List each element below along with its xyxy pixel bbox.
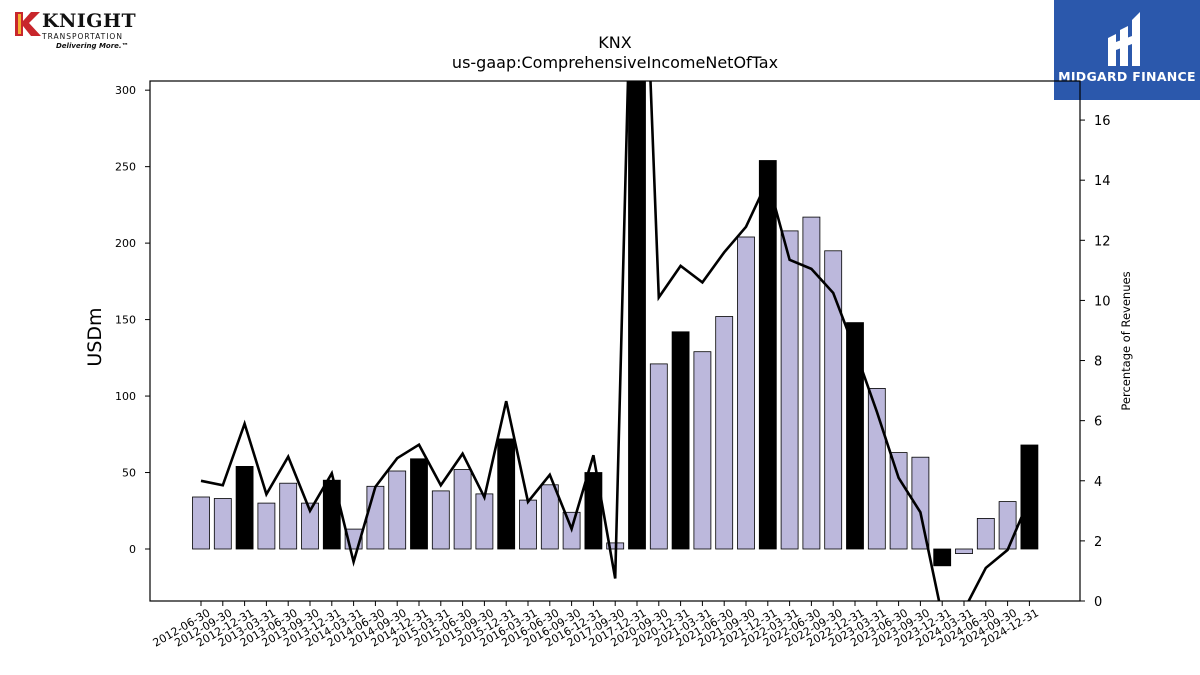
y2-tick-label: 4 [1094, 475, 1102, 490]
y-tick-label: 100 [115, 390, 136, 403]
y2-tick-label: 14 [1094, 174, 1111, 189]
y2-tick-label: 16 [1094, 114, 1111, 129]
bar [192, 496, 210, 550]
bar [780, 230, 799, 550]
bar [366, 485, 385, 550]
y2-tick-label: 0 [1094, 595, 1102, 610]
bar [911, 456, 930, 550]
bar [846, 322, 864, 550]
bar [933, 548, 952, 567]
bar [715, 316, 734, 550]
bar [213, 498, 232, 550]
chart-subtitle: us-gaap:ComprehensiveIncomeNetOfTax [451, 53, 779, 72]
y-tick-label: 150 [115, 314, 136, 327]
bar [802, 216, 821, 550]
bar [889, 452, 908, 550]
y-tick-label: 50 [122, 467, 136, 480]
bar [584, 472, 603, 550]
bar [540, 484, 559, 550]
y2-tick-label: 10 [1094, 294, 1111, 309]
bar [322, 479, 341, 550]
bar [649, 363, 668, 550]
line-series [200, 81, 1031, 601]
y-tick-label: 250 [115, 161, 136, 174]
y2-tick-label: 2 [1094, 535, 1102, 550]
bar [758, 160, 777, 550]
knight-transportation-logo: KNIGHT TRANSPORTATION Delivering More.™ [10, 8, 137, 54]
y-tick-label: 0 [129, 543, 136, 556]
plot-area [192, 81, 1039, 601]
logo-tagline: Delivering More.™ [56, 42, 129, 50]
bar [410, 458, 428, 550]
y-tick-label: 300 [115, 84, 136, 97]
knight-k-emblem-icon [15, 12, 41, 36]
y2-tick-label: 6 [1094, 415, 1102, 430]
y2-axis-label: Percentage of Revenues [1119, 271, 1133, 410]
midgard-finance-logo: MIDGARD FINANCE [1054, 0, 1200, 100]
logo-subtitle: TRANSPORTATION [42, 32, 123, 41]
y-axis-label: USDm [84, 307, 106, 366]
bar [497, 438, 516, 550]
bar [693, 351, 712, 550]
bar [475, 493, 494, 550]
bar [388, 470, 407, 550]
bar [519, 499, 537, 550]
bar [431, 490, 450, 550]
bar [279, 482, 298, 550]
bar [998, 501, 1017, 550]
bar [737, 236, 755, 550]
bar [235, 465, 254, 550]
bar [976, 518, 995, 550]
logo-name: KNIGHT [42, 10, 137, 32]
bar [824, 250, 843, 550]
bar [257, 502, 276, 550]
y-tick-label: 200 [115, 237, 136, 250]
bar [955, 548, 973, 554]
brand-name: MIDGARD FINANCE [1058, 69, 1196, 84]
bar [301, 502, 319, 550]
midgard-mark-icon [1108, 12, 1140, 66]
bar [628, 81, 646, 550]
chart-title: KNX [598, 33, 632, 52]
bar [1020, 444, 1039, 550]
bar [671, 331, 690, 550]
y2-tick-label: 12 [1094, 234, 1111, 249]
y2-tick-label: 8 [1094, 355, 1102, 370]
bar [453, 469, 472, 550]
